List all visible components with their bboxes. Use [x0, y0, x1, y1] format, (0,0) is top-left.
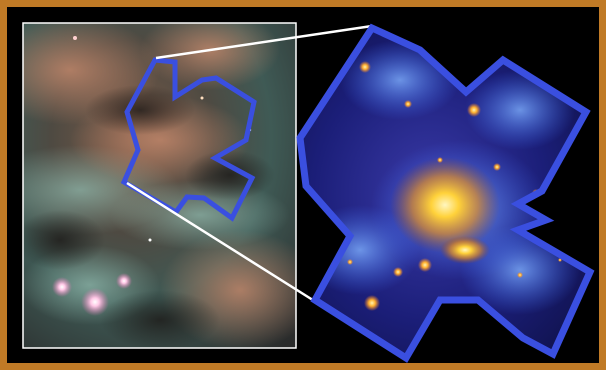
xray-source: [404, 100, 412, 108]
bright-star: [81, 288, 109, 316]
xray-mosaic-outline: [296, 23, 595, 363]
xray-core-glow: [390, 157, 500, 253]
xray-source: [364, 295, 380, 311]
xray-source: [418, 258, 432, 272]
bright-star: [116, 273, 132, 289]
nebula-optical-image: [23, 23, 296, 348]
xray-source: [437, 157, 443, 163]
xray-source: [359, 61, 371, 73]
xray-source: [517, 272, 523, 278]
connector-line-bottom: [126, 181, 317, 304]
field-of-view-outline: [120, 57, 257, 222]
optical-panel-border: [22, 22, 297, 349]
xray-source: [393, 267, 403, 277]
xray-source: [467, 103, 481, 117]
bright-star: [52, 277, 72, 297]
xray-source: [493, 163, 501, 171]
connector-line-top: [155, 24, 373, 60]
xray-source: [347, 259, 353, 265]
